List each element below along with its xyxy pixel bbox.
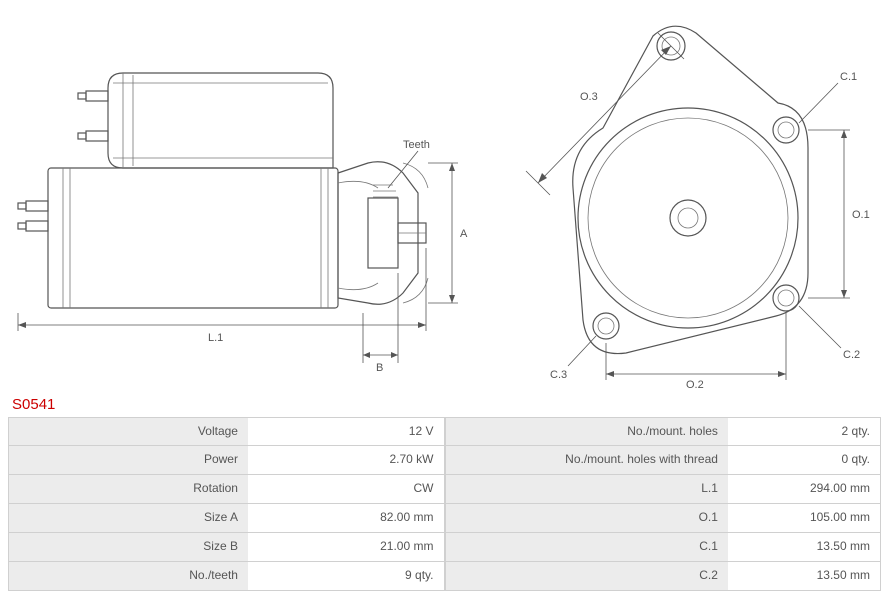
- spec-row: Rotation CW: [8, 475, 445, 504]
- label-C3: C.3: [550, 369, 567, 381]
- spec-value: 294.00 mm: [728, 475, 880, 503]
- spec-row: Power 2.70 kW: [8, 446, 445, 475]
- spec-label: O.1: [446, 504, 728, 532]
- label-B: B: [376, 362, 383, 374]
- part-number: S0541: [12, 396, 881, 413]
- spec-row: L.1 294.00 mm: [445, 475, 882, 504]
- label-A: A: [460, 228, 468, 240]
- spec-value: 13.50 mm: [728, 533, 880, 561]
- label-L1: L.1: [208, 332, 223, 344]
- spec-label: L.1: [446, 475, 728, 503]
- label-C1: C.1: [840, 71, 857, 83]
- spec-row: Voltage 12 V: [8, 417, 445, 446]
- spec-label: No./teeth: [9, 562, 248, 590]
- label-O2: O.2: [686, 379, 704, 388]
- spec-row: No./mount. holes with thread 0 qty.: [445, 446, 882, 475]
- label-C2: C.2: [843, 349, 860, 361]
- spec-value: CW: [248, 475, 444, 503]
- spec-label: Voltage: [9, 418, 248, 445]
- spec-label: Size B: [9, 533, 248, 561]
- spec-col-left: Voltage 12 V Power 2.70 kW Rotation CW S…: [8, 417, 445, 591]
- spec-label: C.1: [446, 533, 728, 561]
- spec-row: C.2 13.50 mm: [445, 562, 882, 591]
- spec-row: Size B 21.00 mm: [8, 533, 445, 562]
- spec-label: No./mount. holes: [446, 418, 728, 445]
- spec-row: No./teeth 9 qty.: [8, 562, 445, 591]
- side-view-diagram: L.1 B A Teeth: [8, 13, 468, 383]
- spec-label: No./mount. holes with thread: [446, 446, 728, 474]
- spec-value: 105.00 mm: [728, 504, 880, 532]
- spec-row: O.1 105.00 mm: [445, 504, 882, 533]
- spec-value: 12 V: [248, 418, 444, 445]
- spec-value: 82.00 mm: [248, 504, 444, 532]
- spec-value: 2.70 kW: [248, 446, 444, 474]
- spec-value: 13.50 mm: [728, 562, 880, 590]
- spec-value: 21.00 mm: [248, 533, 444, 561]
- front-view-diagram: O.3 C.1 O.1 C.2 C.3 O.2: [508, 8, 888, 388]
- spec-row: C.1 13.50 mm: [445, 533, 882, 562]
- label-O3: O.3: [580, 91, 598, 103]
- spec-value: 9 qty.: [248, 562, 444, 590]
- spec-label: Size A: [9, 504, 248, 532]
- spec-label: Rotation: [9, 475, 248, 503]
- label-teeth: Teeth: [403, 139, 430, 151]
- spec-table: Voltage 12 V Power 2.70 kW Rotation CW S…: [8, 417, 881, 591]
- spec-row: No./mount. holes 2 qty.: [445, 417, 882, 446]
- spec-row: Size A 82.00 mm: [8, 504, 445, 533]
- spec-value: 0 qty.: [728, 446, 880, 474]
- spec-value: 2 qty.: [728, 418, 880, 445]
- spec-col-right: No./mount. holes 2 qty. No./mount. holes…: [445, 417, 882, 591]
- diagram-area: L.1 B A Teeth: [8, 8, 881, 388]
- spec-label: C.2: [446, 562, 728, 590]
- label-O1: O.1: [852, 209, 870, 221]
- spec-label: Power: [9, 446, 248, 474]
